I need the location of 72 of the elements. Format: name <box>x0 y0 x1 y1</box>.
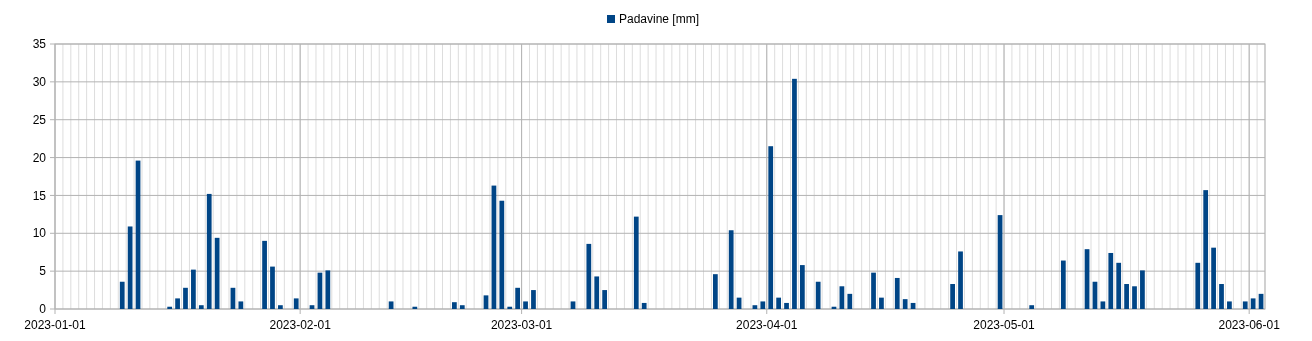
bar <box>167 306 173 309</box>
bar <box>879 297 884 309</box>
bar <box>507 306 513 309</box>
bar <box>325 270 331 309</box>
bar <box>175 298 180 309</box>
y-tick-label: 0 <box>39 302 47 317</box>
bar <box>760 301 766 309</box>
x-tick-label: 2023-03-01 <box>490 318 553 332</box>
bar <box>452 302 457 309</box>
bar <box>1250 298 1256 309</box>
bar <box>1029 305 1035 309</box>
y-tick-label: 5 <box>39 264 47 279</box>
bar <box>784 302 789 309</box>
x-tick-label: 2023-06-01 <box>1218 318 1281 332</box>
bar <box>1116 262 1122 309</box>
y-tick-label: 25 <box>32 112 47 127</box>
bar <box>1242 301 1248 309</box>
bar <box>191 269 196 309</box>
bar <box>499 200 505 309</box>
bar <box>515 287 521 309</box>
bar <box>293 298 299 309</box>
bar <box>262 240 267 309</box>
x-tick-label: 2023-04-01 <box>736 318 798 332</box>
bar <box>792 78 797 309</box>
bar <box>799 265 805 309</box>
bar <box>641 302 647 309</box>
bar <box>1211 247 1216 309</box>
bar <box>238 301 244 309</box>
bar <box>270 266 275 309</box>
bar <box>776 297 781 309</box>
x-tick-label: 2023-01-01 <box>24 318 87 332</box>
bar <box>206 193 212 309</box>
bar <box>198 305 204 309</box>
bar <box>815 281 821 309</box>
bar <box>183 287 188 309</box>
bar <box>958 251 963 309</box>
bar <box>1124 284 1129 309</box>
x-tick-label: 2023-05-01 <box>973 318 1036 332</box>
bar <box>594 276 600 309</box>
bar <box>1108 252 1114 309</box>
bar <box>1140 270 1145 309</box>
bar <box>871 272 876 309</box>
y-tick-label: 30 <box>32 75 47 90</box>
bar <box>902 299 908 309</box>
bar <box>531 290 536 309</box>
bar <box>119 281 125 309</box>
bar <box>950 284 955 309</box>
x-tick-label: 2023-02-01 <box>269 318 332 332</box>
bar <box>1132 286 1137 309</box>
bar <box>602 290 608 309</box>
bar <box>586 243 592 309</box>
bar <box>768 146 774 309</box>
y-tick-label: 35 <box>32 37 47 52</box>
bar <box>1203 190 1209 309</box>
bar <box>127 226 133 309</box>
bar <box>728 230 734 309</box>
bar <box>847 293 853 309</box>
y-tick-label: 15 <box>32 188 47 203</box>
bar <box>1195 262 1201 309</box>
bar <box>278 305 283 309</box>
bar <box>894 277 900 309</box>
bar <box>712 274 718 309</box>
bar <box>1219 284 1224 309</box>
bar <box>523 301 528 309</box>
y-tick-label: 20 <box>32 150 47 165</box>
bar <box>1227 301 1232 309</box>
y-tick-label: 10 <box>32 226 47 241</box>
bar <box>1060 260 1066 309</box>
legend-label: Padavine [mm] <box>619 12 700 26</box>
bar <box>633 216 639 309</box>
bar <box>412 306 418 309</box>
bar <box>459 305 465 309</box>
